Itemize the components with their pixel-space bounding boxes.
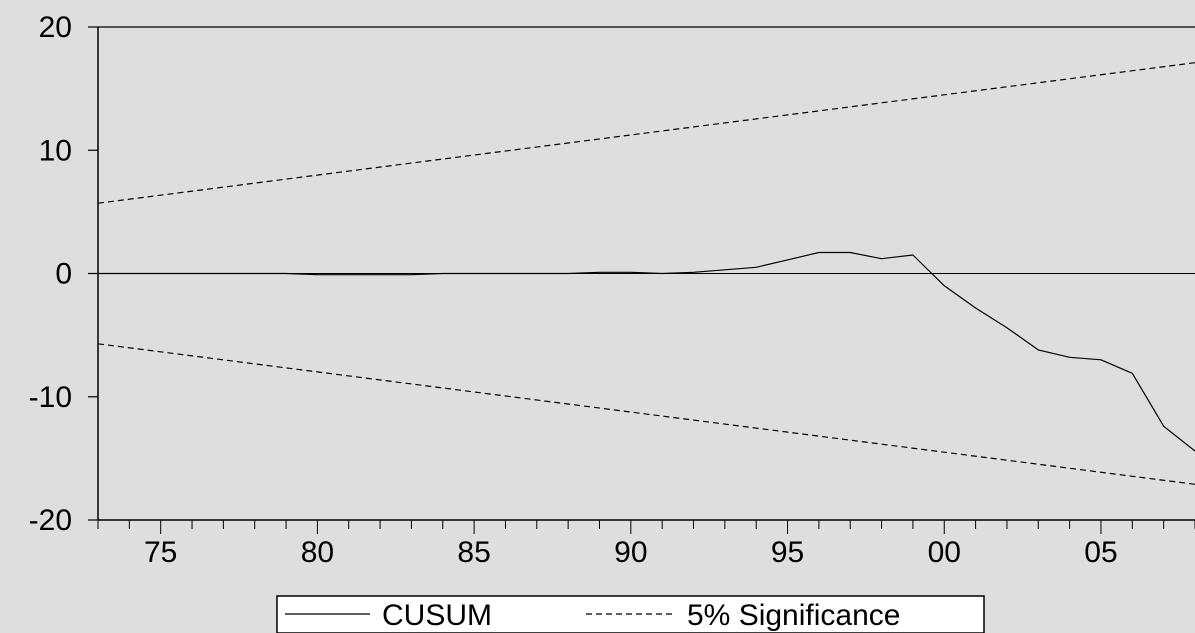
x-tick-label: 05 [1084, 536, 1117, 569]
x-tick-label: 90 [614, 536, 647, 569]
y-tick-label: 0 [55, 258, 72, 291]
x-tick-label: 75 [144, 536, 177, 569]
y-tick-label: 10 [39, 134, 72, 167]
legend-label-significance: 5% Significance [687, 599, 900, 632]
y-tick-label: -10 [29, 381, 72, 414]
significance-upper-line [97, 62, 1195, 204]
significance-lower-line [97, 343, 1195, 485]
x-tick-label: 80 [301, 536, 334, 569]
x-tick-label: 85 [457, 536, 490, 569]
x-tick-label: 00 [928, 536, 961, 569]
y-tick-label: 20 [39, 11, 72, 44]
legend-box [276, 595, 985, 633]
legend: CUSUM 5% Significance [276, 595, 985, 633]
x-tick-label: 95 [771, 536, 804, 569]
series-layer [97, 62, 1195, 485]
legend-label-cusum: CUSUM [382, 599, 492, 632]
y-axis-ticks: 20 10 0 -10 -20 [29, 11, 1195, 537]
cusum-line [98, 251, 1195, 452]
y-tick-label: -20 [29, 504, 72, 537]
x-axis-ticks: 75 80 85 90 95 00 05 [97, 520, 1195, 569]
